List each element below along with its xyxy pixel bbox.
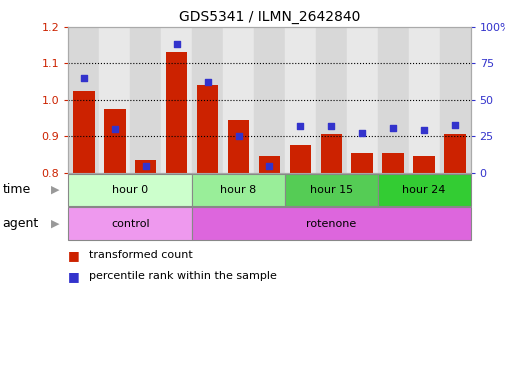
Text: agent: agent	[3, 217, 39, 230]
Bar	[443, 134, 465, 173]
Bar	[134, 160, 156, 173]
Bar	[258, 156, 280, 173]
Text: ▶: ▶	[52, 218, 60, 229]
Bar	[351, 153, 372, 173]
Text: ■: ■	[68, 270, 80, 283]
Bar	[227, 120, 249, 173]
Point	[327, 123, 335, 129]
Text: ▶: ▶	[52, 185, 60, 195]
Text: hour 15: hour 15	[309, 185, 352, 195]
Bar	[408, 27, 439, 173]
Text: ■: ■	[68, 249, 80, 262]
Bar	[166, 53, 187, 173]
Bar	[254, 27, 284, 173]
Point	[265, 162, 273, 169]
Bar	[315, 27, 346, 173]
Text: time: time	[3, 184, 31, 196]
Bar	[284, 27, 315, 173]
Point	[234, 133, 242, 139]
Point	[358, 130, 366, 136]
Point	[141, 162, 149, 169]
Text: control: control	[111, 218, 149, 229]
Bar	[104, 109, 125, 173]
Bar	[192, 27, 223, 173]
Point	[450, 122, 458, 128]
Bar	[320, 134, 341, 173]
Text: hour 24: hour 24	[401, 185, 445, 195]
Bar	[346, 27, 377, 173]
Point	[111, 126, 119, 132]
Text: rotenone: rotenone	[306, 218, 356, 229]
Title: GDS5341 / ILMN_2642840: GDS5341 / ILMN_2642840	[178, 10, 360, 25]
Bar	[377, 27, 408, 173]
Bar	[161, 27, 192, 173]
Point	[172, 41, 180, 48]
Point	[296, 123, 304, 129]
Bar	[223, 27, 254, 173]
Point	[80, 75, 88, 81]
Bar	[73, 91, 94, 173]
Text: hour 0: hour 0	[112, 185, 148, 195]
Bar	[382, 153, 403, 173]
Text: transformed count: transformed count	[88, 250, 192, 260]
Point	[388, 124, 396, 131]
Point	[203, 79, 211, 85]
Bar	[196, 85, 218, 173]
Bar	[130, 27, 161, 173]
Bar	[99, 27, 130, 173]
Bar	[68, 27, 99, 173]
Text: percentile rank within the sample: percentile rank within the sample	[88, 271, 276, 281]
Text: hour 8: hour 8	[220, 185, 256, 195]
Bar	[289, 146, 311, 173]
Bar	[439, 27, 470, 173]
Point	[419, 127, 427, 134]
Bar	[413, 156, 434, 173]
